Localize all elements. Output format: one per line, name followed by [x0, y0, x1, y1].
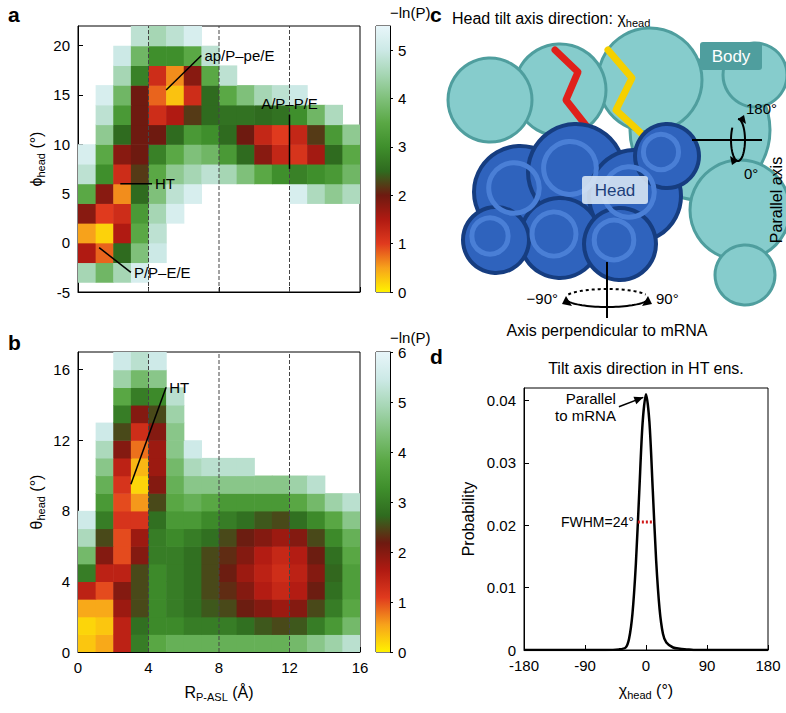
- svg-text:3: 3: [398, 494, 406, 511]
- svg-text:(°): (°): [28, 132, 45, 154]
- svg-text:−90°: −90°: [527, 290, 558, 307]
- svg-text:10: 10: [53, 136, 70, 153]
- svg-text:0: 0: [398, 284, 406, 301]
- svg-text:20: 20: [53, 37, 70, 54]
- svg-text:16: 16: [53, 361, 70, 378]
- svg-text:A/P–P/E: A/P–P/E: [261, 95, 318, 112]
- svg-text:HT: HT: [155, 175, 175, 192]
- svg-text:R: R: [184, 684, 196, 701]
- svg-text:90°: 90°: [656, 290, 679, 307]
- svg-text:(Å): (Å): [228, 683, 254, 701]
- svg-text:Tilt axis direction in HT ens.: Tilt axis direction in HT ens.: [548, 360, 744, 377]
- svg-text:head: head: [35, 153, 47, 177]
- svg-text:-5: -5: [57, 284, 70, 301]
- svg-text:2: 2: [398, 187, 406, 204]
- svg-text:90: 90: [699, 657, 716, 674]
- svg-text:12: 12: [53, 432, 70, 449]
- svg-text:θ: θ: [28, 520, 45, 529]
- svg-text:4: 4: [62, 573, 70, 590]
- svg-text:Parallel: Parallel: [566, 390, 616, 407]
- svg-text:5: 5: [398, 42, 406, 59]
- svg-text:15: 15: [53, 86, 70, 103]
- svg-text:b: b: [8, 331, 21, 354]
- svg-text:5: 5: [398, 394, 406, 411]
- svg-text:Axis perpendicular to mRNA: Axis perpendicular to mRNA: [507, 322, 708, 339]
- svg-text:P-ASL: P-ASL: [196, 691, 228, 703]
- svg-text:ϕ: ϕ: [28, 177, 45, 186]
- svg-text:3: 3: [398, 138, 406, 155]
- svg-text:head: head: [625, 16, 651, 29]
- svg-text:Head: Head: [595, 181, 636, 200]
- svg-text:8: 8: [62, 502, 70, 519]
- svg-text:−ln(P): −ln(P): [390, 4, 430, 21]
- svg-text:2: 2: [398, 544, 406, 561]
- svg-text:180: 180: [755, 657, 780, 674]
- svg-text:ap/P–pe/E: ap/P–pe/E: [204, 47, 274, 64]
- svg-text:(°): (°): [28, 475, 45, 497]
- svg-text:0: 0: [642, 657, 650, 674]
- svg-text:χ: χ: [618, 681, 628, 699]
- svg-text:1: 1: [398, 594, 406, 611]
- svg-text:Body: Body: [712, 47, 751, 66]
- svg-text:-180: -180: [509, 657, 539, 674]
- svg-text:c: c: [430, 3, 442, 26]
- svg-text:8: 8: [215, 659, 223, 676]
- svg-text:0: 0: [398, 644, 406, 661]
- svg-text:-90: -90: [574, 657, 596, 674]
- svg-text:0: 0: [508, 642, 516, 659]
- svg-text:FWHM=24°: FWHM=24°: [561, 514, 634, 530]
- svg-text:head: head: [627, 689, 651, 701]
- svg-text:0.03: 0.03: [487, 454, 516, 471]
- svg-text:Parallel axis: Parallel axis: [768, 157, 785, 243]
- svg-text:4: 4: [398, 90, 406, 107]
- svg-text:4: 4: [398, 444, 406, 461]
- svg-text:Probability: Probability: [460, 482, 477, 557]
- svg-text:0: 0: [74, 659, 82, 676]
- svg-text:0.04: 0.04: [487, 392, 516, 409]
- svg-text:180°: 180°: [746, 100, 777, 117]
- svg-text:head: head: [35, 496, 47, 520]
- svg-text:0: 0: [62, 644, 70, 661]
- svg-text:(°): (°): [652, 682, 674, 699]
- svg-text:HT: HT: [169, 379, 189, 396]
- svg-text:5: 5: [62, 185, 70, 202]
- svg-text:12: 12: [281, 659, 298, 676]
- svg-text:Head tilt axis direction: χ: Head tilt axis direction: χ: [452, 10, 626, 27]
- svg-text:0°: 0°: [744, 165, 758, 182]
- svg-text:0: 0: [62, 234, 70, 251]
- svg-text:to mRNA: to mRNA: [555, 407, 616, 424]
- svg-text:6: 6: [398, 344, 406, 361]
- svg-text:4: 4: [144, 659, 152, 676]
- svg-text:−ln(P): −ln(P): [390, 329, 430, 346]
- svg-text:16: 16: [352, 659, 369, 676]
- svg-text:0.01: 0.01: [487, 579, 516, 596]
- svg-text:1: 1: [398, 235, 406, 252]
- svg-text:0.02: 0.02: [487, 517, 516, 534]
- svg-text:a: a: [8, 3, 20, 26]
- svg-text:d: d: [430, 345, 443, 368]
- svg-text:P/P–E/E: P/P–E/E: [134, 264, 191, 281]
